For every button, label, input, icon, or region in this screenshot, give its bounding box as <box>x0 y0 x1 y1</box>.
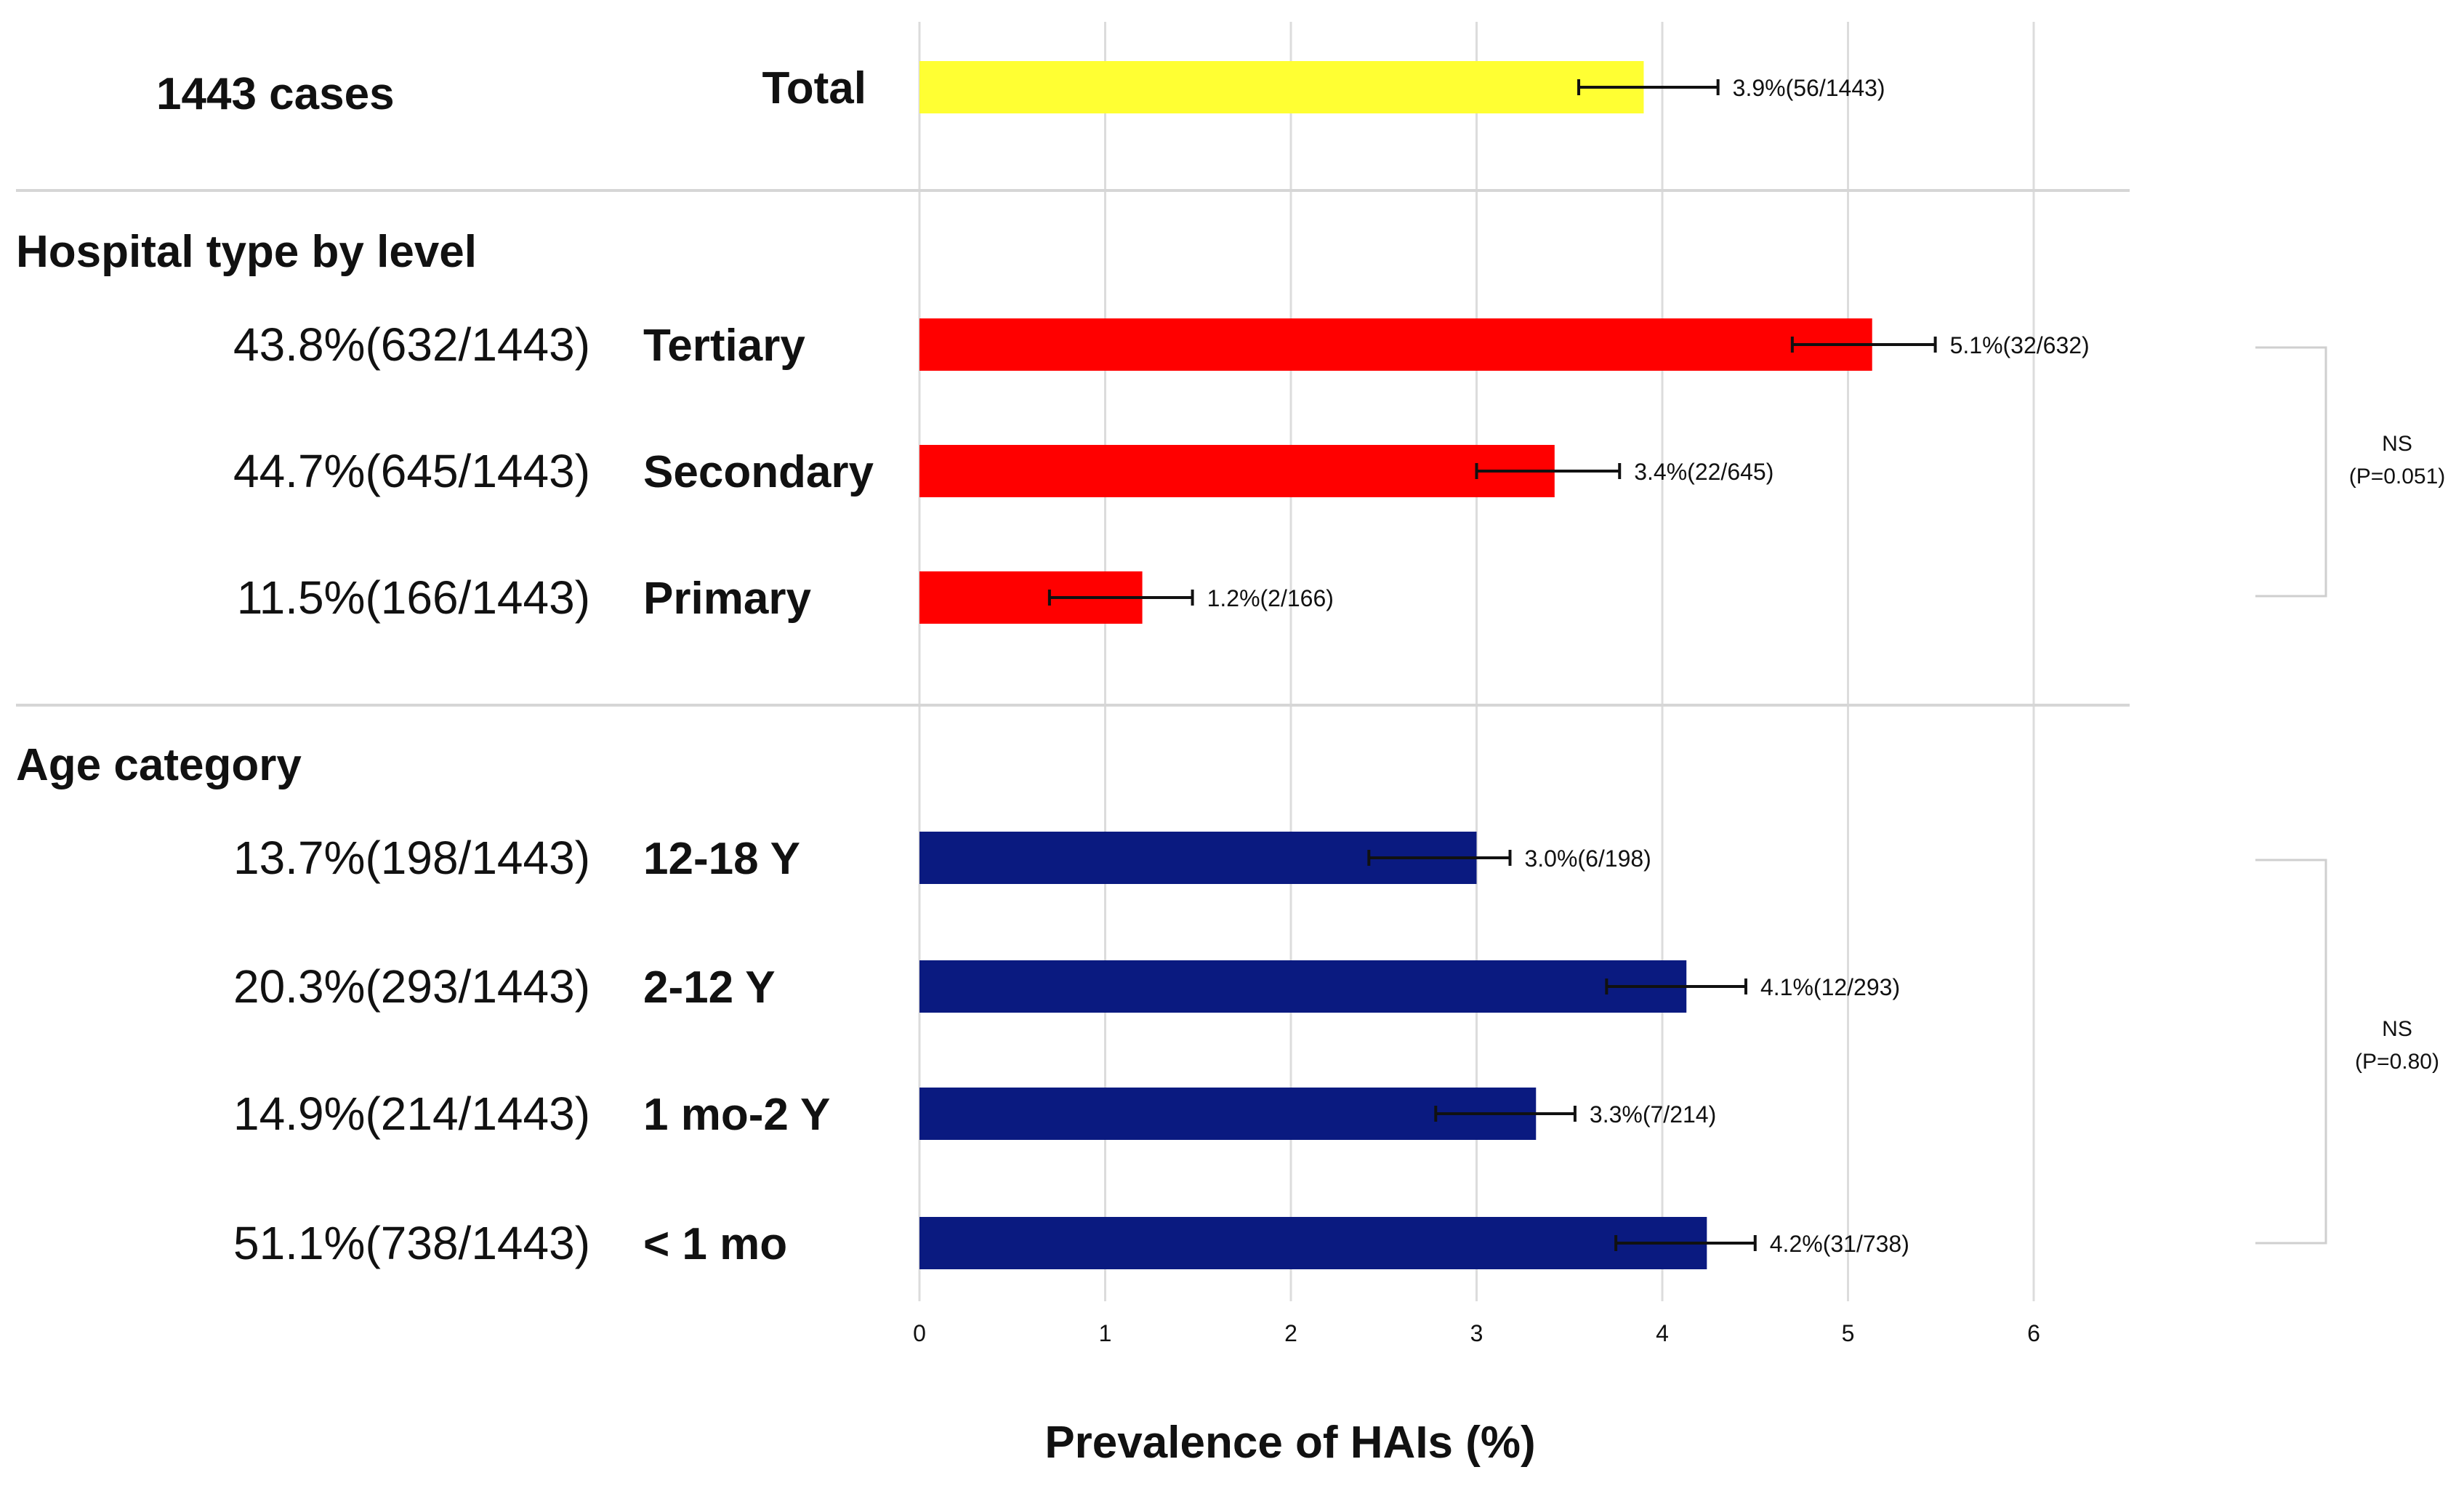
bar-layer <box>919 61 1937 1269</box>
p-value-label-hospital: (P=0.051) <box>2349 465 2446 489</box>
category-label-12-18-y: 12-18 Y <box>643 834 800 884</box>
total-cases-label: 1443 cases <box>156 69 395 119</box>
significance-label-age: NS <box>2382 1017 2412 1041</box>
data-label-1-mo: 4.2%(31/738) <box>1770 1231 1909 1257</box>
share-label-12-18-y: 13.7%(198/1443) <box>233 832 590 884</box>
data-label-1-mo-2-y: 3.3%(7/214) <box>1590 1101 1716 1128</box>
x-tick-label-6: 6 <box>2027 1320 2040 1346</box>
grid-layer <box>918 22 2035 1301</box>
significance-bracket-hospital <box>2255 346 2327 598</box>
bar-1-mo <box>919 1217 1707 1269</box>
x-tick-label-2: 2 <box>1284 1320 1297 1346</box>
significance-layer: NS (P=0.051) NS (P=0.80) <box>2255 346 2446 1245</box>
bar-1-mo-2-y <box>919 1088 1537 1140</box>
category-label-tertiary: Tertiary <box>643 321 805 371</box>
bar-total <box>919 61 1644 113</box>
x-tick-label-1: 1 <box>1099 1320 1112 1346</box>
separator-layer <box>16 189 2130 707</box>
data-label-2-12-y: 4.1%(12/293) <box>1760 974 1900 1000</box>
bar-2-12-y <box>919 960 1687 1013</box>
p-value-label-age: (P=0.80) <box>2355 1050 2439 1074</box>
data-label-tertiary: 5.1%(32/632) <box>1950 332 2090 358</box>
share-label-1-mo-2-y: 14.9%(214/1443) <box>233 1088 590 1140</box>
bar-secondary <box>919 445 1555 497</box>
significance-label-hospital: NS <box>2382 432 2412 456</box>
share-label-primary: 11.5%(166/1443) <box>237 571 590 624</box>
share-label-1-mo: 51.1%(738/1443) <box>233 1217 590 1269</box>
data-label-primary: 1.2%(2/166) <box>1207 585 1334 611</box>
bar-tertiary <box>919 318 1872 371</box>
significance-bracket-age <box>2255 859 2327 1245</box>
label-layer: 1443 cases Hospital type by level Age ca… <box>16 63 2090 1468</box>
category-label-primary: Primary <box>643 574 811 624</box>
data-label-secondary: 3.4%(22/645) <box>1634 459 1773 485</box>
x-tick-label-5: 5 <box>1842 1320 1855 1346</box>
x-tick-label-0: 0 <box>913 1320 926 1346</box>
share-label-tertiary: 43.8%(632/1443) <box>233 318 590 371</box>
x-tick-label-4: 4 <box>1656 1320 1669 1346</box>
section-title-age: Age category <box>16 740 302 790</box>
data-label-total: 3.9%(56/1443) <box>1733 75 1885 101</box>
category-label-total: Total <box>762 63 867 113</box>
section-title-hospital: Hospital type by level <box>16 227 477 277</box>
x-axis-title: Prevalence of HAIs (%) <box>1044 1418 1535 1468</box>
category-label-secondary: Secondary <box>643 447 874 497</box>
x-tick-label-3: 3 <box>1470 1320 1483 1346</box>
share-label-secondary: 44.7%(645/1443) <box>233 445 590 497</box>
category-label-1-mo-2-y: 1 mo-2 Y <box>643 1090 830 1140</box>
share-label-2-12-y: 20.3%(293/1443) <box>233 960 590 1013</box>
data-label-12-18-y: 3.0%(6/198) <box>1524 845 1651 872</box>
category-label-2-12-y: 2-12 Y <box>643 962 776 1013</box>
category-label-1-mo: < 1 mo <box>643 1219 787 1269</box>
